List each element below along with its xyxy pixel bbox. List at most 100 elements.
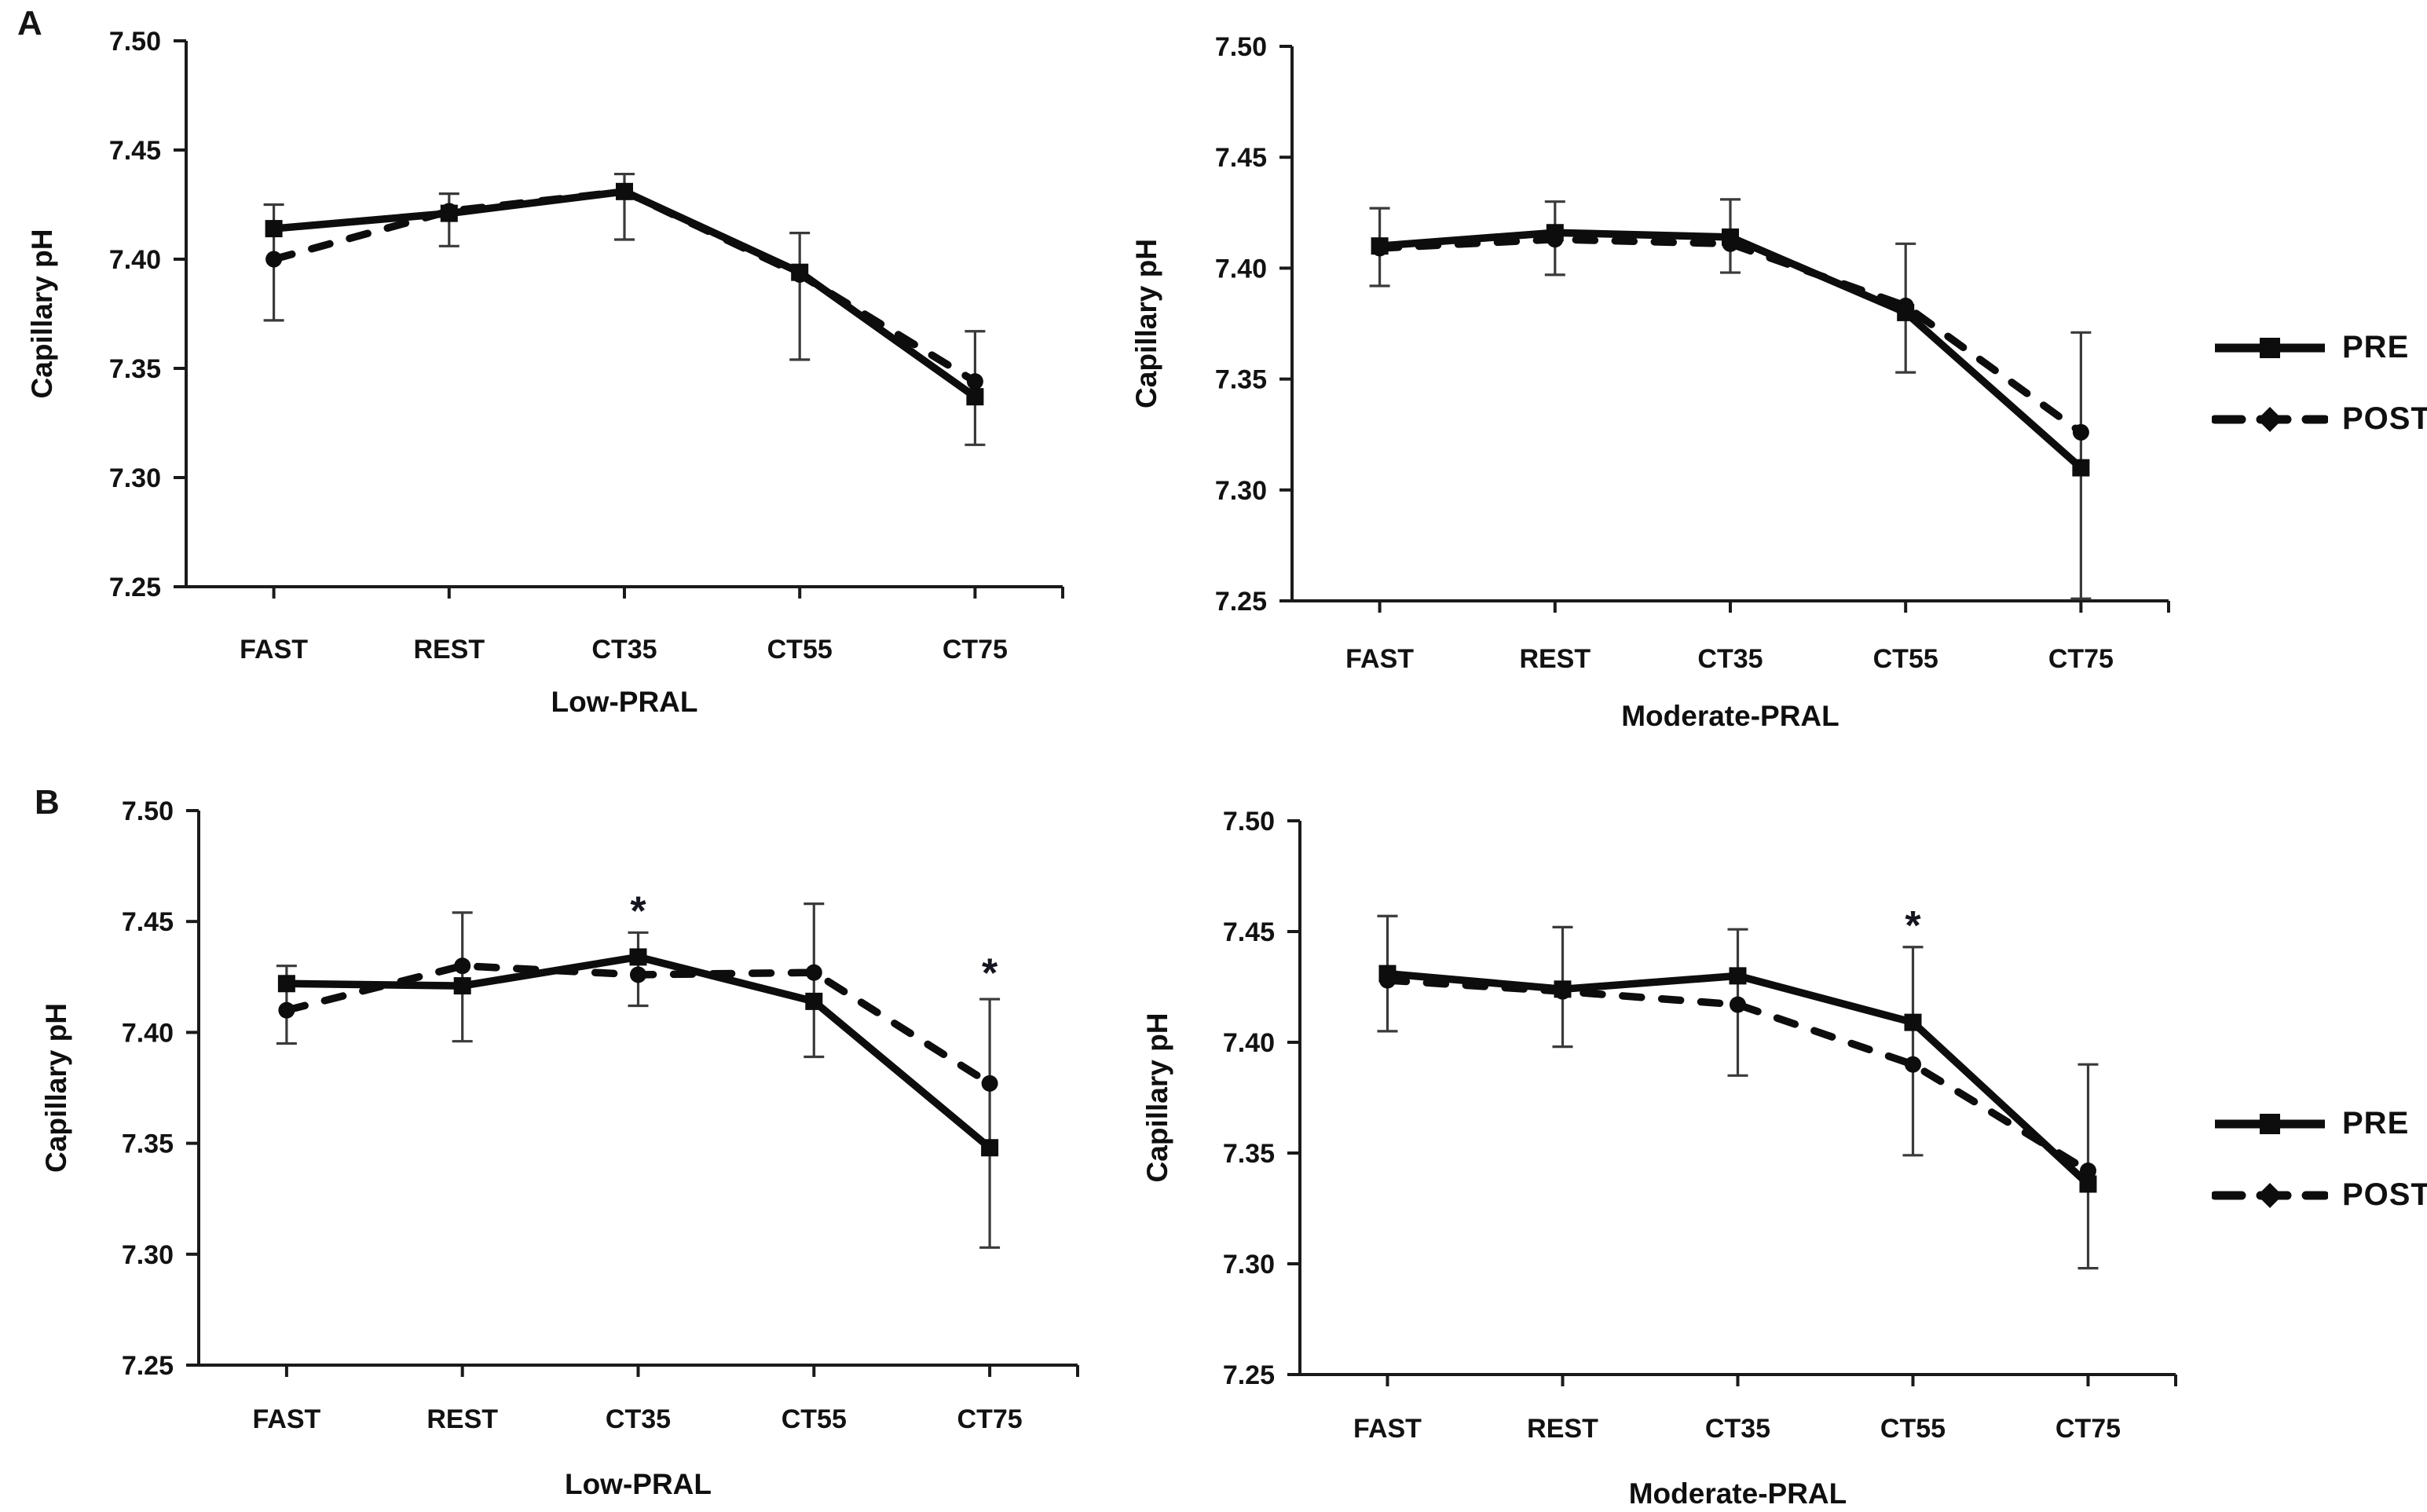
post-data-point [2080, 1162, 2096, 1180]
y-tick-label: 7.45 [1215, 143, 1267, 173]
post-data-point [265, 251, 283, 268]
x-tick-label: CT75 [943, 635, 1008, 664]
significance-asterisk: * [1905, 903, 1921, 949]
post-data-point [805, 964, 822, 981]
y-tick-label: 7.35 [1215, 365, 1267, 395]
legend-panel-b: PRE POST [2212, 1106, 2427, 1213]
axes [1298, 821, 2176, 1376]
y-tick-label: 7.45 [1223, 917, 1275, 947]
panel-b-letter: B [35, 783, 60, 822]
chart-panel-b-moderate-pral: 7.25 7.30 7.35 7.40 7.45 7.50 FAST REST CT35 CT55… [1141, 807, 2177, 1510]
chart-panel-b-low-pral: 7.25 7.30 7.35 7.40 7.45 7.50 FAST REST CT35 CT55… [40, 796, 1079, 1500]
y-axis-title: Capillary pH [1130, 239, 1162, 408]
post-data-point [278, 1001, 295, 1019]
legend-pre-label: PRE [2342, 330, 2410, 364]
x-tick-label: REST [426, 1404, 498, 1434]
y-tick-label: 7.40 [1223, 1028, 1275, 1058]
x-tick-label: CT75 [957, 1404, 1023, 1434]
y-tick-label: 7.35 [122, 1129, 174, 1159]
y-tick-label: 7.35 [109, 354, 161, 384]
post-data-point [2072, 423, 2089, 441]
x-tick-label: FAST [240, 635, 308, 664]
y-tick-label: 7.30 [1223, 1250, 1275, 1280]
y-tick-label: 7.35 [1223, 1139, 1275, 1169]
pre-line-sample-icon [2215, 1113, 2325, 1134]
x-tick-label: CT35 [1705, 1414, 1770, 1444]
pre-data-point [2072, 459, 2090, 477]
pre-data-point [1897, 303, 1915, 321]
x-tick-label: CT55 [1880, 1414, 1946, 1444]
y-tick-label: 7.50 [1215, 32, 1267, 62]
y-axis-title: Capillary pH [1141, 1013, 1173, 1183]
pre-data-point [1546, 224, 1564, 242]
pre-data-point [805, 992, 823, 1010]
axes [1290, 46, 2169, 602]
panel-a-letter: A [17, 4, 42, 42]
x-tick-label: REST [1527, 1414, 1598, 1444]
post-line-sample-icon [2212, 1182, 2328, 1208]
pre-data-point [2079, 1175, 2097, 1193]
y-tick-label: 7.30 [1215, 476, 1267, 506]
legend-post-label: POST [2342, 401, 2427, 436]
pre-line-sample-icon [2215, 337, 2325, 358]
y-axis-title: Capillary pH [26, 229, 58, 399]
y-tick-label: 7.50 [122, 796, 174, 826]
x-axis-title: Moderate-PRAL [1629, 1477, 1847, 1510]
y-tick-label: 7.45 [109, 136, 161, 166]
pre-data-point [265, 220, 283, 238]
pre-data-point [1378, 965, 1397, 983]
pre-data-point [453, 977, 471, 995]
y-tick-label: 7.40 [1215, 254, 1267, 284]
y-tick-label: 7.40 [122, 1018, 174, 1048]
legend-panel-a: PRE POST [2212, 330, 2427, 437]
pre-data-point [1371, 237, 1389, 255]
y-tick-label: 7.40 [109, 245, 161, 275]
post-series-markers [278, 957, 998, 1092]
pre-data-point [1904, 1013, 1922, 1031]
pre-data-point [629, 948, 647, 966]
post-data-point [1905, 1056, 1921, 1073]
y-tick-label: 7.25 [1215, 587, 1267, 617]
y-tick-label: 7.30 [122, 1240, 174, 1270]
post-data-point [981, 1075, 998, 1092]
pre-data-point [791, 263, 809, 281]
x-axis-title: Low-PRAL [565, 1468, 712, 1500]
legend-post-label: POST [2342, 1177, 2427, 1212]
y-tick-label: 7.25 [122, 1351, 174, 1381]
pre-data-point [1729, 967, 1747, 985]
chart-panel-a-low-pral: 7.25 7.30 7.35 7.40 7.45 7.50 FAST REST CT35 CT55… [26, 27, 1064, 718]
post-data-point [454, 957, 471, 975]
x-tick-label: CT35 [591, 635, 657, 664]
pre-data-point [440, 204, 458, 222]
error-bars [263, 172, 986, 446]
pre-data-point [1554, 980, 1572, 998]
significance-asterisk: * [630, 888, 646, 934]
pre-series-markers [1371, 224, 2090, 477]
post-data-point [630, 966, 646, 983]
pre-data-point [616, 182, 633, 200]
pre-data-point [1722, 228, 1739, 246]
x-tick-label: REST [1519, 644, 1591, 674]
pre-series-markers [265, 182, 984, 406]
x-axis-title: Low-PRAL [551, 686, 697, 718]
x-axis-title: Moderate-PRAL [1621, 700, 1839, 732]
pre-data-point [277, 975, 295, 993]
legend-entry-post: POST [2212, 401, 2427, 437]
x-tick-label: CT35 [1697, 644, 1763, 674]
legend-entry-pre: PRE [2212, 330, 2427, 365]
x-tick-label: FAST [1353, 1414, 1422, 1444]
legend-entry-pre: PRE [2212, 1106, 2427, 1141]
axes [185, 41, 1063, 588]
post-data-point [966, 373, 983, 390]
x-tick-label: CT55 [1873, 644, 1938, 674]
pre-series-markers [277, 948, 999, 1157]
x-tick-label: CT75 [2048, 644, 2114, 674]
post-data-point [1730, 996, 1746, 1013]
error-bars [1369, 198, 2092, 600]
x-tick-label: CT75 [2055, 1414, 2121, 1444]
chart-panel-a-moderate-pral: 7.25 7.30 7.35 7.40 7.45 7.50 FAST REST CT35 CT55… [1130, 32, 2170, 732]
significance-asterisk: * [982, 951, 998, 997]
post-line-sample-icon [2212, 406, 2328, 432]
